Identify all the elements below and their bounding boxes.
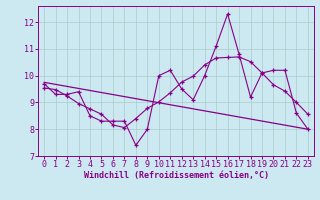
X-axis label: Windchill (Refroidissement éolien,°C): Windchill (Refroidissement éolien,°C) [84, 171, 268, 180]
